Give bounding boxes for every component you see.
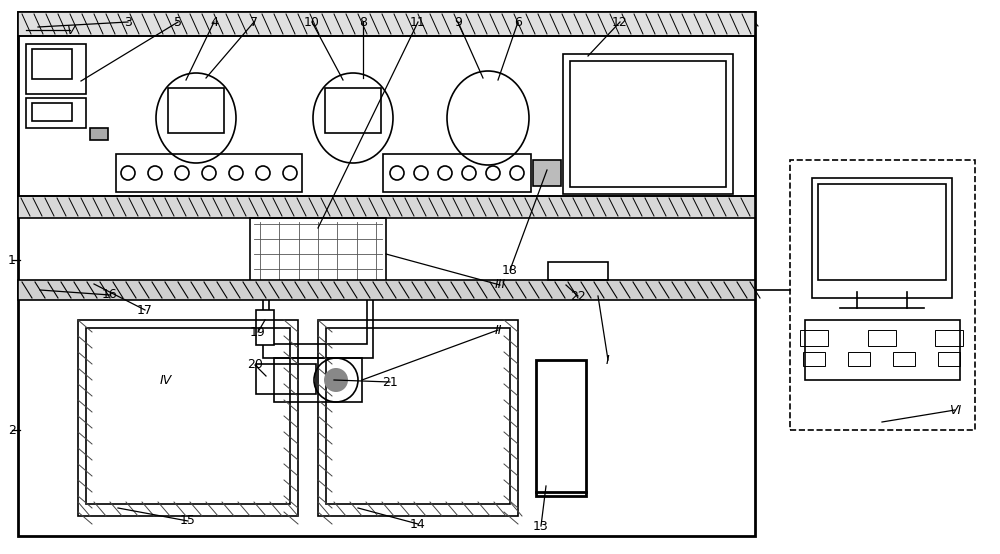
Text: 17: 17 [137,304,153,316]
Text: 21: 21 [382,376,398,388]
Bar [935,330,963,346]
Bar [325,88,381,133]
Bar [18,36,755,196]
Text: 3: 3 [124,16,132,28]
Text: 8: 8 [359,16,367,28]
Bar [812,178,952,298]
Bar [32,49,72,79]
Text: VI: VI [949,403,961,417]
Text: III: III [494,279,506,291]
Text: 6: 6 [514,16,522,28]
Bar [563,54,733,194]
Bar [26,98,86,128]
Bar [790,160,975,430]
Bar [274,358,362,402]
Bar [318,320,518,516]
Bar [32,103,72,121]
Text: 11: 11 [410,16,426,28]
Text: IV: IV [160,373,172,387]
Bar [803,352,825,366]
Bar [938,352,960,366]
Bar [818,184,946,280]
Text: 20: 20 [247,358,263,372]
Circle shape [324,368,348,392]
Bar [269,296,367,344]
Bar [893,352,915,366]
Text: 5: 5 [174,16,182,28]
Text: V: V [66,23,74,37]
Bar [383,154,531,192]
Text: 4: 4 [210,16,218,28]
Bar [78,320,298,516]
Text: 1: 1 [8,254,16,266]
Text: 19: 19 [250,326,266,338]
Bar [116,154,302,192]
Text: 10: 10 [304,16,320,28]
Bar [86,328,290,504]
Bar [570,61,726,187]
Bar [868,330,896,346]
Bar [848,352,870,366]
Text: 12: 12 [612,16,628,28]
Bar [90,128,108,140]
Text: 13: 13 [533,520,549,532]
Text: 14: 14 [410,517,426,531]
Bar [18,196,755,218]
Text: 15: 15 [180,515,196,527]
Bar [536,360,586,496]
Bar [18,280,755,300]
Text: 2: 2 [8,423,16,437]
Bar [256,310,274,345]
Bar [18,12,755,536]
Text: 9: 9 [454,16,462,28]
Text: II: II [494,324,502,336]
Bar [256,364,316,394]
Text: 7: 7 [250,16,258,28]
Bar [18,12,755,36]
Text: 16: 16 [102,289,118,301]
Text: 22: 22 [570,290,586,302]
Text: I: I [606,353,610,367]
Bar [533,160,561,186]
Text: 18: 18 [502,264,518,276]
Bar [263,290,373,358]
Bar [26,44,86,94]
Bar [168,88,224,133]
Bar [250,218,386,290]
Bar [800,330,828,346]
Bar [326,328,510,504]
Bar [548,262,608,280]
Bar [805,320,960,380]
